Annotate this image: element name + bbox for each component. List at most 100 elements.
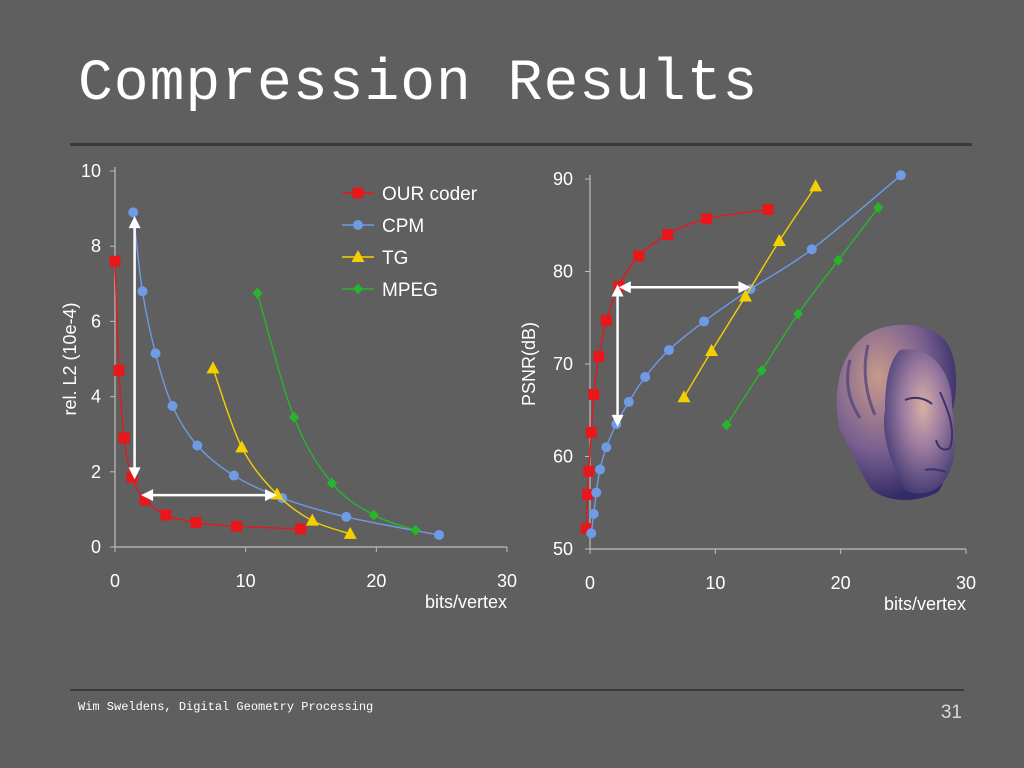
chart1-y-tick-label: 10 [81, 161, 101, 181]
chart1-y-tick-label: 2 [91, 462, 101, 482]
page-number: 31 [940, 702, 962, 723]
chart2-point-cpm [601, 442, 612, 453]
legend-marker-tg [351, 250, 365, 262]
chart2-point-our-coder [585, 426, 597, 438]
chart2-point-cpm [640, 371, 651, 382]
psnr-vertical-arrow [611, 284, 624, 427]
chart1-point-mpeg [252, 287, 263, 299]
chart2-point-our-coder [600, 315, 612, 327]
chart2-x-tick-label: 10 [705, 573, 725, 593]
chart2-point-our-coder [588, 389, 600, 401]
chart2-point-cpm [623, 396, 634, 407]
chart2-point-our-coder [633, 250, 645, 262]
head-bust-icon [836, 324, 957, 500]
chart1-series-mpeg [252, 287, 421, 536]
chart2-y-tick-label: 50 [553, 539, 573, 559]
chart1-point-cpm [137, 286, 148, 297]
chart1-point-our-coder [118, 432, 130, 444]
chart1-x-tick-label: 20 [366, 571, 386, 591]
chart2-point-cpm [699, 316, 710, 327]
chart2-point-tg [705, 344, 719, 357]
chart2-y-axis-label: PSNR(dB) [519, 322, 539, 406]
legend-marker-mpeg [353, 283, 363, 295]
psnr-horizontal-arrow [618, 281, 751, 294]
chart1-point-cpm [341, 511, 352, 522]
chart2-point-our-coder [580, 523, 592, 535]
chart1-point-our-coder [295, 523, 307, 535]
chart1-point-tg [206, 361, 220, 374]
chart1-legend: OUR coder CPM TG MPEG [342, 184, 478, 301]
chart1-point-tg [343, 526, 357, 539]
chart2-y-tick-label: 60 [553, 447, 573, 467]
legend-label-cpm: CPM [382, 216, 424, 237]
chart2-point-our-coder [581, 488, 593, 500]
chart2-point-cpm [663, 345, 674, 356]
chart2-point-cpm [895, 170, 906, 181]
chart1-series-tg [206, 361, 357, 539]
chart2-point-mpeg [833, 254, 844, 266]
chart1-x-tick-label: 30 [497, 571, 517, 591]
chart1-point-our-coder [126, 471, 138, 483]
chart2-x-tick-label: 30 [956, 573, 976, 593]
chart2-point-our-coder [701, 213, 713, 225]
chart1-y-tick-label: 6 [91, 311, 101, 331]
chart1-point-our-coder [109, 255, 121, 267]
chart1-point-tg [305, 513, 319, 526]
chart2-point-mpeg [873, 202, 884, 214]
chart2-x-axis-label: bits/vertex [884, 594, 966, 614]
chart1-y-axis-label: rel. L2 (10e-4) [60, 302, 80, 415]
chart1-point-cpm [128, 207, 139, 218]
chart1-point-mpeg [289, 411, 300, 423]
chart1-point-our-coder [231, 520, 243, 532]
chart2-point-cpm [588, 508, 599, 519]
chart2-y-tick-label: 90 [553, 169, 573, 189]
chart2-series-tg [677, 179, 823, 403]
chart2-point-our-coder [662, 229, 674, 240]
chart1-axes: 0 10 20 30 0 2 4 6 8 10 bits/vertex rel. L2 (10e-4) [60, 161, 517, 612]
chart1-point-mpeg [326, 477, 337, 489]
chart1-point-mpeg [410, 524, 421, 536]
chart1-y-tick-label: 0 [91, 537, 101, 557]
chart2-point-mpeg [756, 364, 767, 376]
legend-marker-cpm [353, 220, 363, 230]
chart2-point-cpm [591, 487, 602, 498]
chart2-series-cpm [586, 170, 906, 539]
chart2-point-our-coder [593, 351, 605, 363]
l2-horizontal-arrow [141, 489, 278, 502]
chart1-y-tick-label: 4 [91, 387, 101, 407]
legend-label-mpeg: MPEG [382, 280, 438, 301]
chart1-point-tg [235, 440, 249, 453]
chart1-x-tick-label: 0 [110, 571, 120, 591]
chart1-point-our-coder [160, 509, 172, 521]
chart1-point-mpeg [368, 509, 379, 521]
l2-vertical-arrow [128, 216, 141, 480]
chart2-y-tick-label: 80 [553, 262, 573, 282]
legend-label-tg: TG [382, 248, 408, 269]
chart2-point-cpm [806, 244, 817, 255]
chart2-x-tick-label: 0 [585, 573, 595, 593]
chart2-x-tick-label: 20 [831, 573, 851, 593]
chart2-point-our-coder [613, 280, 625, 292]
chart2-point-mpeg [793, 308, 804, 320]
chart1-point-cpm [150, 348, 161, 359]
slide-title: Compression Results [78, 52, 759, 117]
chart1-point-cpm [228, 470, 239, 481]
chart1-point-cpm [434, 529, 445, 540]
legend-marker-our-coder [352, 187, 364, 199]
chart1-point-our-coder [190, 517, 202, 529]
chart1-x-tick-label: 10 [236, 571, 256, 591]
chart1-point-cpm [167, 401, 178, 411]
chart2-point-tg [677, 390, 691, 403]
chart1-y-tick-label: 8 [91, 236, 101, 256]
footer-divider [70, 689, 964, 691]
title-divider [70, 143, 972, 146]
chart1-point-our-coder [139, 494, 151, 506]
chart2-y-tick-label: 70 [553, 354, 573, 374]
footer-text: Wim Sweldens, Digital Geometry Processin… [78, 700, 374, 714]
chart2-point-tg [809, 179, 823, 192]
chart2-point-our-coder [583, 465, 595, 477]
chart2-point-tg [772, 233, 786, 246]
